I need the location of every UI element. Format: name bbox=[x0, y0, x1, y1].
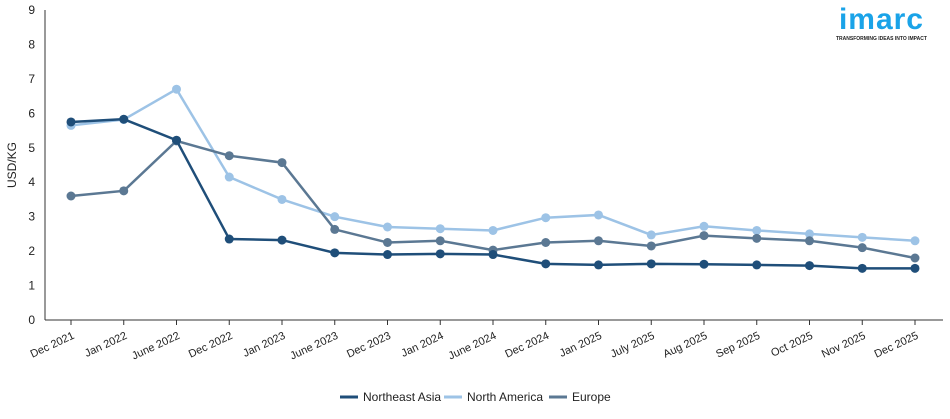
x-tick-label: June 2024 bbox=[447, 330, 499, 363]
data-point bbox=[541, 259, 551, 269]
x-tick-label: Jan 2024 bbox=[399, 330, 445, 360]
data-point bbox=[752, 233, 762, 243]
data-point bbox=[857, 243, 867, 253]
logo-tagline: TRANSFORMING IDEAS INTO IMPACT bbox=[836, 36, 927, 42]
data-point bbox=[699, 231, 709, 241]
x-tick-label: Jan 2025 bbox=[558, 330, 604, 360]
data-point bbox=[224, 151, 234, 161]
data-point bbox=[330, 248, 340, 258]
legend-label: Northeast Asia bbox=[363, 390, 441, 404]
legend-label: Europe bbox=[572, 390, 611, 404]
data-point bbox=[857, 232, 867, 242]
y-tick-label: 0 bbox=[28, 313, 35, 327]
data-point bbox=[594, 210, 603, 220]
data-point bbox=[488, 250, 498, 260]
data-point bbox=[857, 263, 867, 273]
data-point bbox=[646, 259, 656, 269]
series-line-north-america bbox=[70, 87, 916, 243]
y-axis-title: USD/KG bbox=[5, 142, 19, 188]
data-point bbox=[805, 229, 814, 239]
x-tick-label: Dec 2021 bbox=[29, 330, 77, 361]
data-point bbox=[646, 241, 656, 251]
data-point bbox=[383, 238, 392, 247]
data-point bbox=[119, 114, 129, 124]
data-point bbox=[910, 253, 920, 263]
data-point bbox=[435, 249, 445, 259]
data-point bbox=[805, 261, 814, 271]
data-point bbox=[330, 212, 340, 222]
data-point bbox=[752, 260, 762, 270]
data-point bbox=[699, 259, 709, 269]
x-tick-label: Aug 2025 bbox=[662, 330, 710, 361]
data-point bbox=[646, 230, 656, 240]
data-point bbox=[330, 224, 340, 234]
y-tick-label: 9 bbox=[28, 3, 35, 17]
imarc-logo: imarc TRANSFORMING IDEAS INTO IMPACT bbox=[836, 3, 927, 43]
data-point bbox=[910, 263, 920, 273]
data-point bbox=[910, 236, 920, 246]
y-tick-label: 8 bbox=[28, 37, 35, 51]
data-point bbox=[488, 225, 498, 235]
data-point bbox=[805, 236, 814, 246]
data-point bbox=[752, 225, 762, 235]
data-point bbox=[224, 234, 234, 244]
data-point bbox=[224, 172, 234, 182]
x-tick-label: Dec 2022 bbox=[187, 330, 235, 361]
x-tick-label: Dec 2025 bbox=[873, 330, 921, 361]
data-point bbox=[66, 117, 76, 127]
data-point bbox=[435, 224, 445, 234]
y-tick-label: 7 bbox=[28, 72, 35, 86]
logo-word: imarc bbox=[838, 3, 924, 36]
y-tick-label: 3 bbox=[28, 210, 35, 224]
x-tick-label: June 2023 bbox=[288, 330, 340, 363]
x-tick-label: Jan 2022 bbox=[83, 330, 129, 360]
x-tick-label: Oct 2025 bbox=[769, 330, 815, 360]
data-point bbox=[383, 222, 392, 232]
x-tick-label: Dec 2023 bbox=[345, 330, 393, 361]
x-tick-label: July 2025 bbox=[609, 330, 657, 361]
x-tick-label: Dec 2024 bbox=[503, 330, 551, 361]
data-point bbox=[277, 235, 287, 245]
data-point bbox=[383, 250, 392, 260]
x-tick-label: Sep 2025 bbox=[714, 330, 762, 361]
data-point bbox=[541, 213, 551, 223]
data-point bbox=[172, 135, 181, 145]
x-tick-label: Nov 2025 bbox=[820, 330, 868, 361]
data-point bbox=[435, 236, 445, 246]
y-tick-label: 4 bbox=[28, 175, 35, 189]
data-point bbox=[66, 191, 76, 201]
y-tick-label: 5 bbox=[28, 141, 35, 155]
y-tick-label: 2 bbox=[28, 244, 35, 258]
y-tick-label: 6 bbox=[28, 106, 35, 120]
data-point bbox=[119, 186, 129, 196]
data-point bbox=[699, 221, 709, 231]
y-tick-label: 1 bbox=[28, 279, 35, 293]
series-line-europe bbox=[70, 139, 916, 260]
data-point bbox=[277, 158, 287, 168]
data-point bbox=[172, 84, 181, 94]
data-point bbox=[277, 194, 287, 204]
legend-label: North America bbox=[467, 390, 543, 404]
data-point bbox=[594, 260, 603, 270]
x-tick-label: Jan 2023 bbox=[241, 330, 287, 360]
x-tick-label: June 2022 bbox=[130, 330, 182, 363]
data-point bbox=[541, 238, 551, 247]
data-point bbox=[594, 236, 603, 246]
